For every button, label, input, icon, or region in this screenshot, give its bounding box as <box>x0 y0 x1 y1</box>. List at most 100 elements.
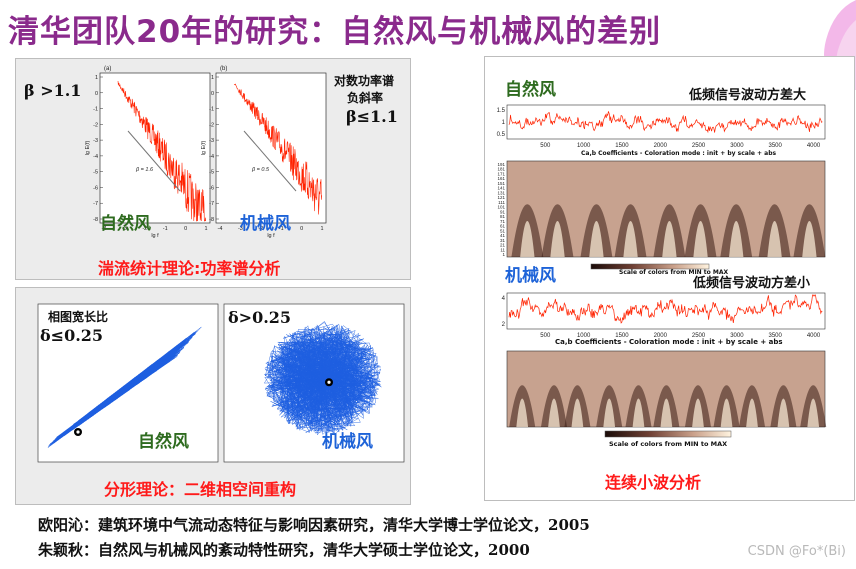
scale-tick-label: 141 <box>497 186 505 191</box>
spectrum-plots: 1 0 -1 -2 -3 -4 -5 -6 -7 -8 -4 -3 -2 -1 0 1 lg f lg E(f) (… <box>85 66 327 239</box>
spectrum-series <box>117 80 206 222</box>
scalogram-natural-peak <box>662 221 677 257</box>
scale-tick-label: 161 <box>497 176 505 181</box>
x-tick-label: -3 <box>238 226 243 232</box>
slope-line <box>127 130 181 192</box>
x-tick-label: 1000 <box>577 143 591 149</box>
scale-tick-label: 151 <box>497 181 505 186</box>
y-tick-label: -3 <box>209 138 214 144</box>
x-tick-label: 1000 <box>577 333 591 339</box>
y-tick-label: -7 <box>93 201 98 207</box>
mechanical-wind-label: 机械风 <box>240 214 291 234</box>
slide-title: 清华团队20年的研究：自然风与机械风的差别 <box>8 14 662 50</box>
scalogram-natural-peak <box>729 221 744 257</box>
scalogram-mechanical-peak <box>807 398 820 427</box>
x-tick-label: -3 <box>122 226 127 232</box>
y-tick-label: 0.5 <box>497 132 506 138</box>
variance-large-label: 低频信号波动方差大 <box>689 88 807 103</box>
y-tick-label: -5 <box>93 170 98 176</box>
y-tick-label: 1.5 <box>497 108 506 114</box>
colorbar-2 <box>604 430 732 438</box>
beta-greater-label: β >1.1 <box>24 81 82 100</box>
slope-label: β = 1.6 <box>135 167 154 173</box>
phase-trajectory <box>47 326 202 448</box>
ts-natural-axes <box>506 104 826 140</box>
x-tick-label: -2 <box>142 226 147 232</box>
scalogram-mechanical-peak <box>632 398 645 427</box>
x-tick-label: -4 <box>218 226 223 232</box>
log-spectrum-note-2: 负斜率 <box>347 91 384 105</box>
y-tick-label: -1 <box>93 107 98 113</box>
natural-wind-label: 自然风 <box>100 214 151 234</box>
y-tick-label: 0 <box>211 91 214 97</box>
delta-le-label: δ≤0.25 <box>40 326 104 345</box>
y-tick-label: -6 <box>209 185 214 191</box>
phase-trajectory <box>263 321 382 436</box>
scale-tick-label: 171 <box>497 171 505 176</box>
scale-tick-label: 131 <box>497 190 505 195</box>
fractal-panel: 相图宽长比 δ≤0.25 δ>0.25 自然风 机械风 分形理论：二维相空间重构 <box>15 287 411 505</box>
scale-tick-label: 71 <box>500 219 506 224</box>
scale-tick-label: 191 <box>497 162 505 167</box>
y-tick-label: 1 <box>502 120 506 126</box>
x-tick-label: -1 <box>279 226 284 232</box>
natural-wind-label-3: 自然风 <box>505 80 556 100</box>
ts-mechanical-axes <box>506 292 826 330</box>
ts-mechanical-line <box>508 294 823 324</box>
x-tick-label: 500 <box>540 333 551 339</box>
y-tick-label: 1 <box>211 75 214 81</box>
y-tick-label: 2 <box>502 322 506 328</box>
scalogram-mechanical-peak <box>571 398 584 427</box>
x-tick-label: -4 <box>102 226 107 232</box>
mechanical-wind-label-3: 机械风 <box>505 266 556 286</box>
scalogram-mechanical-peak <box>660 398 673 427</box>
x-tick-label: 1500 <box>615 143 629 149</box>
scalogram-natural-peak <box>550 221 565 257</box>
x-axis-label: lg f <box>151 233 159 239</box>
phase-space-plots <box>37 303 405 463</box>
fractal-caption: 分形理论：二维相空间重构 <box>104 480 297 499</box>
y-axis-label: lg E(f) <box>85 140 91 155</box>
scale-tick-label: 21 <box>500 243 506 248</box>
scalogram-mechanical-peak <box>777 398 790 427</box>
x-tick-label: 1 <box>204 226 207 232</box>
y-tick-label: -7 <box>209 201 214 207</box>
scale-tick-label: 91 <box>500 209 506 214</box>
phase-center-highlight <box>327 380 331 384</box>
spectrum-axes <box>215 72 327 224</box>
scale-tick-label: 121 <box>497 195 505 200</box>
scale-tick-label: 51 <box>500 228 506 233</box>
x-tick-label: 3500 <box>769 333 783 339</box>
x-tick-label: 4000 <box>807 143 821 149</box>
scalogram-natural-peak <box>589 221 604 257</box>
scale-caption-2: Scale of colors from MIN to MAX <box>609 440 728 448</box>
y-tick-label: -1 <box>209 107 214 113</box>
x-tick-label: 2500 <box>692 333 706 339</box>
x-tick-label: -2 <box>258 226 263 232</box>
slope-line <box>243 130 297 192</box>
x-tick-label: 3000 <box>730 333 744 339</box>
scale-tick-label: 1 <box>502 252 505 257</box>
scale-tick-label: 181 <box>497 167 505 172</box>
natural-wind-label-2: 自然风 <box>138 432 189 452</box>
aspect-ratio-label: 相图宽长比 <box>48 310 109 324</box>
spectrum-series <box>233 83 322 215</box>
scalogram-mechanical-peak <box>720 398 733 427</box>
scalogram-natural-peak <box>767 221 782 257</box>
x-tick-label: 2000 <box>654 143 668 149</box>
y-tick-label: -5 <box>209 170 214 176</box>
x-tick-label: 4000 <box>807 333 821 339</box>
mechanical-wind-label-2: 机械风 <box>322 432 373 452</box>
coef-title-1: Ca,b Coefficients - Coloration mode : in… <box>581 150 777 157</box>
watermark: CSDN @Fo*(Bi) <box>747 544 846 559</box>
y-tick-label: -8 <box>93 217 98 223</box>
x-tick-label: 2500 <box>692 143 706 149</box>
phase-center-highlight <box>76 430 80 434</box>
y-tick-label: -6 <box>93 185 98 191</box>
scale-tick-label: 11 <box>500 247 505 252</box>
wavelet-caption: 连续小波分析 <box>605 473 702 492</box>
y-tick-label: 0 <box>95 91 98 97</box>
plot-tag: (a) <box>104 66 111 72</box>
slope-label: β = 0.5 <box>251 167 270 173</box>
y-tick-label: -2 <box>209 122 214 128</box>
